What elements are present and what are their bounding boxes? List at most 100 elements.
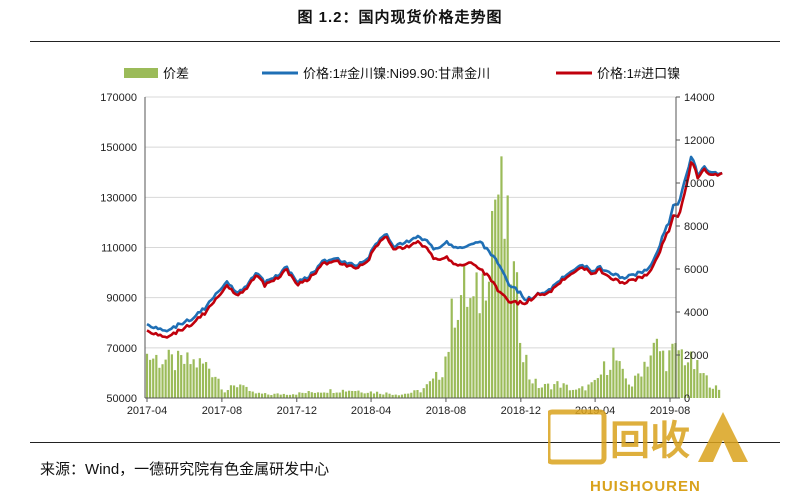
page-title: 图 1.2：国内现货价格走势图 — [297, 9, 503, 26]
spread-bar — [459, 295, 463, 398]
spread-bar — [313, 392, 317, 398]
spread-bar — [354, 391, 357, 398]
spread-bar — [232, 385, 236, 398]
spread-bar — [292, 394, 295, 398]
legend: 价差 价格:1#金川镍:Ni99.90:甘肃金川 价格:1#进口镍 — [124, 66, 680, 81]
spread-bar — [599, 374, 603, 398]
spread-bar — [416, 390, 419, 398]
spread-bar — [565, 384, 568, 398]
spread-bar — [363, 393, 366, 398]
spread-bar — [450, 298, 453, 398]
x-tick-label: 2017-04 — [127, 405, 167, 417]
y-left-tick-label: 90000 — [106, 293, 137, 305]
spread-bar — [487, 281, 491, 398]
spread-bar — [649, 355, 652, 398]
spread-bar — [176, 350, 180, 398]
spread-bar — [515, 272, 519, 398]
spread-bar — [615, 360, 618, 398]
x-tick-label: 2017-12 — [277, 405, 317, 417]
spread-bar — [348, 390, 351, 398]
spread-bar — [693, 369, 696, 398]
spread-bar — [512, 261, 515, 398]
spread-bar — [385, 392, 388, 398]
spread-bar — [637, 373, 640, 398]
spread-bar — [295, 394, 298, 398]
spread-bar — [167, 349, 170, 398]
spread-bar — [534, 378, 537, 398]
spread-bar — [288, 394, 292, 398]
spread-bar — [481, 273, 484, 398]
spread-bar — [497, 194, 500, 398]
watermark-logo-text: 回收 — [610, 418, 690, 464]
spread-bar — [264, 393, 267, 398]
spread-bar — [519, 342, 522, 398]
spread-bar — [192, 359, 195, 398]
y-left-tick-label: 130000 — [100, 192, 137, 204]
legend-swatch-spread — [124, 68, 158, 78]
legend-label: 价格:1#进口镍 — [597, 66, 680, 81]
spread-bar — [382, 394, 385, 398]
spread-bar — [257, 392, 261, 398]
spread-bar — [627, 384, 631, 398]
price-lines — [146, 155, 723, 339]
spread-bar — [279, 394, 282, 398]
spread-bar — [239, 384, 242, 398]
spread-bar — [422, 388, 425, 398]
jinchuan-nickel-line — [146, 155, 723, 333]
spread-bar — [316, 392, 320, 398]
spread-bar — [665, 371, 668, 398]
spread-bar — [391, 394, 394, 398]
price-chart: 50000 70000 90000 110000 130000 150000 170000 0… — [100, 66, 723, 417]
spread-bar — [298, 392, 301, 398]
spread-bar — [180, 355, 183, 398]
x-tick-label: 2017-08 — [202, 405, 242, 417]
spread-bar — [220, 389, 223, 398]
spread-bar — [260, 393, 264, 398]
spread-bar — [456, 319, 460, 398]
spread-bar — [630, 386, 634, 398]
spread-bar — [344, 391, 348, 398]
spread-bar — [466, 306, 469, 398]
x-tick-label: 2018-04 — [351, 405, 391, 417]
spread-bar — [662, 350, 665, 398]
spread-bar — [304, 393, 307, 398]
spread-bar — [602, 361, 606, 398]
spread-bar — [447, 351, 450, 398]
spread-bar — [643, 361, 646, 398]
spread-bar — [366, 392, 369, 398]
spread-bar — [254, 393, 257, 398]
spread-bar — [562, 383, 565, 398]
spread-bar — [683, 365, 687, 398]
legend-label: 价差 — [163, 66, 189, 81]
spread-bar — [372, 393, 376, 398]
spread-bar — [463, 264, 466, 398]
spread-bar — [581, 386, 584, 398]
spread-bar — [320, 392, 323, 398]
y-left-tick-label: 110000 — [101, 243, 137, 255]
spread-bar — [251, 391, 254, 398]
spread-bar — [658, 351, 662, 398]
spread-bar — [217, 378, 220, 398]
spread-bar — [245, 386, 248, 398]
y-right-tick-label: 6000 — [684, 264, 708, 276]
spread-bar — [503, 238, 506, 398]
spread-bar — [677, 350, 680, 398]
spread-bar — [310, 392, 313, 398]
y-left-tick-label: 50000 — [106, 393, 137, 405]
spread-bar — [652, 342, 655, 398]
spread-bar — [711, 388, 714, 398]
spread-bar — [696, 360, 699, 398]
spread-bar — [248, 390, 251, 398]
spread-bar — [164, 359, 167, 398]
spread-bar — [606, 374, 609, 398]
watermark-brand-text: HUISHOUREN — [590, 478, 701, 495]
huishouren-watermark: 回收 — [548, 409, 748, 465]
spread-bar — [375, 391, 379, 398]
spread-bar — [397, 395, 400, 398]
spread-bar — [655, 338, 659, 398]
spread-bar — [195, 367, 198, 398]
spread-bar — [270, 395, 273, 398]
spread-bar — [469, 298, 472, 398]
spread-bar — [158, 367, 161, 398]
spread-bar — [282, 393, 285, 398]
